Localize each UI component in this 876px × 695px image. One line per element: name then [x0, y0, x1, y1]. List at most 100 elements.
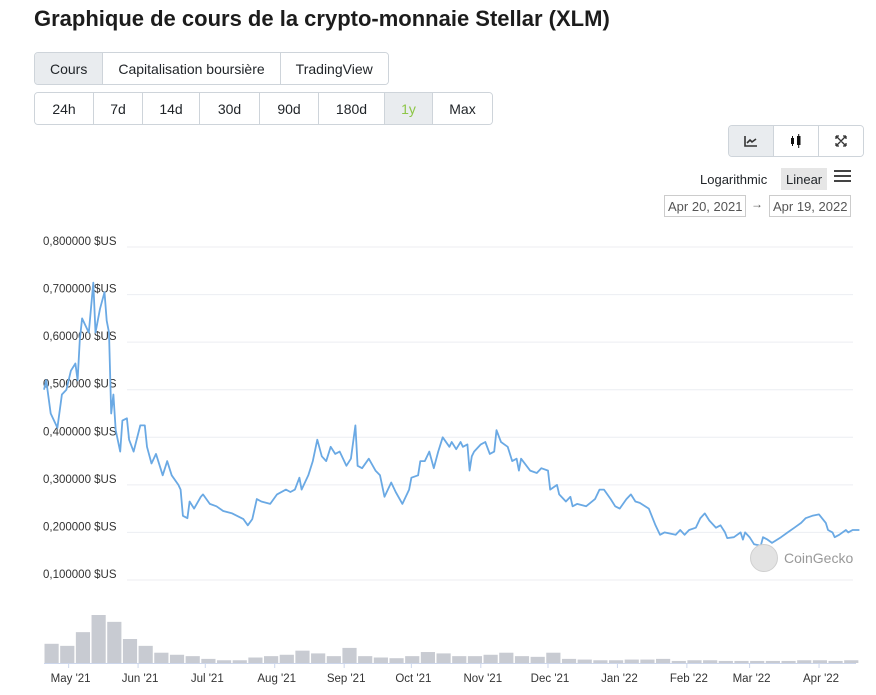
hamburger-menu-icon[interactable] [834, 170, 851, 185]
volume-bar [703, 660, 718, 663]
y-tick-label: 0,100000 $US [43, 569, 117, 581]
volume-bar [342, 647, 357, 663]
volume-bar [499, 652, 514, 663]
x-tick-label: Oct '21 [395, 673, 431, 685]
volume-bar [169, 654, 185, 663]
y-tick-label: 0,800000 $US [43, 236, 117, 248]
price-line [43, 281, 860, 547]
chart-type-selector [728, 125, 864, 157]
volume-bar [844, 660, 859, 663]
volume-bar [530, 656, 545, 663]
y-tick-label: 0,300000 $US [43, 474, 117, 486]
volume-bar [232, 660, 247, 663]
range-14d-button[interactable]: 14d [143, 93, 200, 124]
range-7d-button[interactable]: 7d [94, 93, 143, 124]
volume-bar [122, 639, 138, 663]
watermark-text: CoinGecko [784, 550, 854, 566]
candlestick-icon [791, 134, 801, 148]
volume-bar [593, 660, 608, 663]
volume-bar [452, 656, 467, 663]
x-tick-label: Feb '22 [670, 673, 708, 685]
volume-bar [420, 652, 435, 663]
y-tick-label: 0,400000 $US [43, 426, 117, 438]
tab-tradingview[interactable]: TradingView [280, 53, 388, 84]
volume-bar [514, 656, 530, 663]
tab-cours[interactable]: Cours [35, 53, 104, 84]
volume-bar [483, 654, 498, 663]
x-tick-label: Sep '21 [327, 673, 366, 685]
volume-bar [264, 656, 279, 663]
volume-bar [216, 660, 232, 663]
x-tick-label: Jul '21 [191, 673, 224, 685]
volume-bar [107, 621, 122, 663]
volume-bar [467, 656, 483, 663]
range-30d-button[interactable]: 30d [200, 93, 260, 124]
volume-bar [750, 660, 765, 663]
date-to-input[interactable]: Apr 19, 2022 [769, 195, 852, 217]
volume-bar [248, 657, 263, 663]
volume-bar [687, 660, 702, 663]
volume-bar [577, 659, 592, 663]
volume-bar [608, 660, 624, 663]
volume-bar [373, 657, 388, 663]
volume-bar [154, 652, 169, 663]
line-chart-icon [744, 136, 757, 147]
volume-bar [91, 615, 106, 663]
range-90d-button[interactable]: 90d [260, 93, 319, 124]
volume-bar [718, 660, 733, 663]
volume-bar [561, 658, 577, 663]
volume-bar [640, 659, 655, 663]
fullscreen-button[interactable] [819, 126, 863, 156]
volume-bar [436, 653, 451, 663]
volume-bar [185, 656, 200, 663]
date-from-input[interactable]: Apr 20, 2021 [664, 195, 747, 217]
range-24h-button[interactable]: 24h [35, 93, 94, 124]
tab-capitalisation[interactable]: Capitalisation boursière [103, 53, 281, 84]
fullscreen-icon [835, 135, 847, 147]
volume-bar [201, 658, 216, 663]
x-tick-label: Mar '22 [733, 673, 771, 685]
range-180d-button[interactable]: 180d [319, 93, 385, 124]
chart-tabs: Cours Capitalisation boursière TradingVi… [34, 52, 389, 85]
linear-scale-button[interactable]: Linear [781, 168, 828, 190]
x-tick-label: May '21 [51, 673, 91, 685]
y-tick-label: 0,200000 $US [43, 521, 117, 533]
volume-bar [781, 660, 796, 663]
volume-bar [279, 654, 294, 663]
volume-bar [734, 660, 749, 663]
x-tick-label: Dec '21 [531, 673, 570, 685]
candlestick-button[interactable] [774, 126, 819, 156]
volume-bar [405, 656, 420, 663]
line-chart-button[interactable] [729, 126, 774, 156]
volume-bar [656, 658, 671, 663]
page-title: Graphique de cours de la crypto-monnaie … [34, 6, 610, 31]
volume-bar [797, 660, 812, 663]
volume-bar [44, 643, 59, 663]
x-tick-label: Jun '21 [122, 673, 159, 685]
coingecko-watermark: CoinGecko [750, 544, 853, 572]
x-tick-label: Nov '21 [463, 673, 502, 685]
logarithmic-scale-button[interactable]: Logarithmic [700, 171, 768, 187]
volume-bar [828, 660, 843, 663]
volume-bar [546, 652, 561, 663]
x-tick-label: Apr '22 [803, 673, 839, 685]
arrow-right-icon: → [751, 197, 763, 211]
x-tick-label: Jan '22 [601, 673, 638, 685]
volume-bar [75, 632, 91, 663]
y-tick-label: 0,700000 $US [43, 284, 117, 296]
volume-bar [60, 645, 75, 663]
volume-bar [765, 660, 780, 663]
volume-bar [138, 645, 153, 663]
range-1y-button[interactable]: 1y [385, 93, 433, 124]
volume-bar [624, 659, 639, 663]
volume-bar [358, 656, 373, 663]
volume-bar [295, 650, 310, 663]
volume-bar [671, 660, 686, 663]
range-max-button[interactable]: Max [433, 93, 492, 124]
volume-bar [311, 653, 326, 663]
range-selector: 24h 7d 14d 30d 90d 180d 1y Max [34, 92, 493, 125]
x-tick-label: Aug '21 [257, 673, 296, 685]
y-tick-label: 0,500000 $US [43, 379, 117, 391]
